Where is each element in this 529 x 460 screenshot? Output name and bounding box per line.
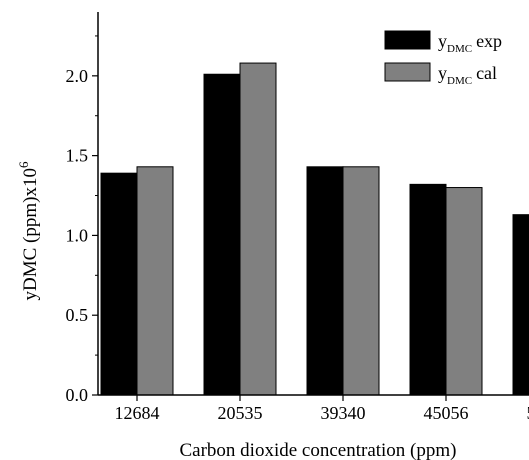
legend-label-cal: yDMC cal (438, 63, 497, 87)
legend-label-exp: yDMC exp (438, 31, 502, 55)
bar-exp-20535 (203, 73, 241, 396)
bar-exp-12684 (100, 172, 138, 396)
bar-cal-12684 (136, 166, 174, 396)
bar-exp-53580 (512, 214, 529, 396)
legend-swatch-exp (384, 30, 431, 50)
legend: yDMC exp yDMC cal (384, 30, 502, 87)
bar-cal-39340 (342, 166, 380, 396)
y-tick-label: 0.5 (66, 305, 89, 325)
x-tick-label: 45056 (424, 403, 469, 423)
x-ticks: 12684 20535 39340 45056 53580 (115, 395, 529, 423)
y-ticks: 0.0 0.5 1.0 1.5 2.0 (66, 35, 98, 405)
y-axis-label: yDMC (ppm)x106 (16, 161, 41, 300)
y-axis-label-main: yDMC (ppm)x10 (20, 168, 41, 300)
x-axis-label: Carbon dioxide concentration (ppm) (179, 440, 456, 460)
x-tick-label: 12684 (115, 403, 160, 423)
x-tick-label: 20535 (218, 403, 263, 423)
y-axis-label-exponent: 6 (16, 161, 31, 168)
y-tick-label: 1.5 (66, 146, 89, 166)
x-tick-label: 39340 (321, 403, 366, 423)
legend-cal-subscript: DMC (447, 75, 472, 87)
bar-exp-45056 (409, 183, 447, 396)
bar-cal-20535 (239, 62, 277, 396)
y-tick-label: 0.0 (66, 385, 89, 405)
legend-exp-subscript: DMC (447, 43, 472, 55)
bar-exp-39340 (306, 166, 344, 396)
legend-cal-prefix: y (438, 63, 447, 83)
legend-exp-name: exp (476, 31, 502, 51)
legend-cal-name: cal (476, 63, 497, 83)
bar-cal-45056 (445, 187, 483, 396)
y-tick-label: 2.0 (66, 66, 89, 86)
bars-layer (100, 62, 529, 396)
x-tick-label: 53580 (527, 403, 529, 423)
legend-exp-prefix: y (438, 31, 447, 51)
legend-swatch-cal (384, 62, 431, 82)
y-tick-label: 1.0 (66, 225, 89, 245)
